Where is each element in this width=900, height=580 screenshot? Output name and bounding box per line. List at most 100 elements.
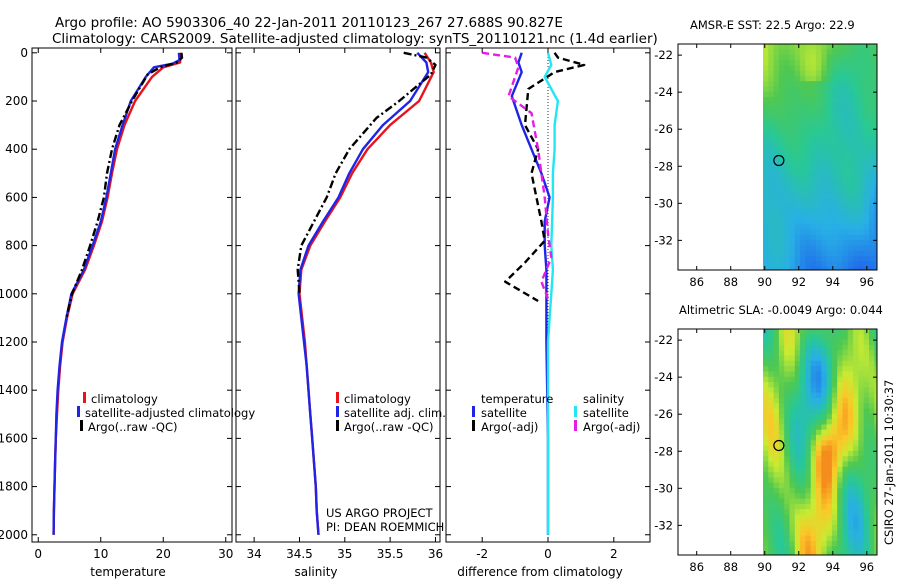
map-cell — [847, 546, 854, 552]
map-cell — [858, 160, 865, 167]
map-cell — [831, 44, 838, 50]
map-cell — [863, 461, 870, 468]
map-cell — [810, 181, 817, 188]
map-cell — [847, 408, 854, 415]
map-cell — [853, 334, 859, 340]
map-cell — [869, 150, 875, 156]
map-cell — [816, 498, 822, 505]
map-cell — [773, 525, 780, 531]
map-cell — [831, 503, 838, 510]
map-cell — [874, 54, 878, 61]
map-cell — [863, 498, 870, 505]
map-cell — [826, 450, 833, 457]
map-cell — [863, 472, 870, 478]
map-cell — [810, 112, 817, 119]
map-cell — [794, 160, 801, 167]
map-cell — [847, 541, 854, 547]
map-cell — [821, 49, 827, 55]
map-cell — [805, 192, 812, 199]
map-cell — [794, 525, 801, 531]
map-cell — [842, 150, 849, 156]
x-tick-label: 35 — [337, 547, 352, 561]
map-cell — [842, 339, 849, 346]
map-cell — [847, 360, 854, 367]
map-cell — [831, 387, 838, 393]
map-cell — [805, 155, 812, 161]
map-cell — [826, 75, 833, 82]
map-cell — [789, 234, 796, 241]
map-cell — [826, 456, 833, 462]
map-cell — [831, 144, 838, 151]
map-cell — [794, 171, 801, 177]
map-cell — [778, 371, 785, 378]
map-cell — [763, 535, 769, 542]
map-cell — [810, 187, 817, 193]
map-cell — [784, 376, 790, 383]
map-cell — [869, 344, 875, 351]
map-cell — [831, 419, 838, 425]
map-cell — [768, 498, 774, 505]
map-cell — [831, 224, 838, 230]
map-cell — [874, 360, 878, 367]
map-cell — [773, 123, 780, 130]
map-cell — [837, 192, 843, 199]
map-cell — [784, 525, 790, 531]
map-cell — [826, 54, 833, 61]
map-cell — [773, 344, 780, 351]
map-cell — [789, 107, 796, 114]
map-cell — [800, 155, 806, 161]
map-cell — [842, 366, 849, 372]
map-cell — [805, 498, 812, 505]
map-cell — [773, 329, 780, 335]
map-cell — [847, 334, 854, 340]
map-cell — [874, 461, 878, 468]
map-cell — [869, 456, 875, 462]
map-cell — [869, 509, 875, 515]
map-cell — [869, 355, 875, 362]
map-cell — [869, 102, 875, 108]
map-cell — [778, 546, 785, 552]
map-cell — [863, 150, 870, 156]
map-cell — [800, 139, 806, 146]
map-cell — [800, 181, 806, 188]
map-cell — [784, 229, 790, 236]
map-cell — [778, 456, 785, 462]
map-cell — [794, 541, 801, 547]
map-cell — [763, 329, 769, 335]
map-cell — [789, 392, 796, 399]
map-cell — [784, 97, 790, 103]
map-cell — [874, 197, 878, 204]
map-cell — [805, 160, 812, 167]
map-cell — [842, 509, 849, 515]
map-cell — [805, 118, 812, 124]
map-cell — [858, 413, 865, 420]
map-cell — [869, 403, 875, 409]
map-cell — [858, 429, 865, 436]
map-cell — [821, 419, 827, 425]
map-cell — [778, 49, 785, 55]
map-cell — [805, 530, 812, 537]
map-cell — [863, 123, 870, 130]
map-cell — [810, 139, 817, 146]
map-cell — [821, 535, 827, 542]
map-cell — [863, 387, 870, 393]
map-cell — [863, 250, 870, 257]
map-cell — [842, 59, 849, 66]
map-cell — [805, 123, 812, 130]
map-cell — [853, 355, 859, 362]
map-cell — [869, 118, 875, 124]
map-cell — [869, 181, 875, 188]
map-cell — [768, 155, 774, 161]
map-cell — [778, 350, 785, 356]
map-cell — [847, 530, 854, 537]
map-cell — [831, 456, 838, 462]
map-cell — [816, 541, 822, 547]
map-cell — [763, 102, 769, 108]
map-cell — [869, 176, 875, 183]
map-cell — [831, 176, 838, 183]
map-cell — [800, 128, 806, 135]
map-cell — [789, 371, 796, 378]
map-cell — [858, 49, 865, 55]
map-cell — [805, 187, 812, 193]
map-cell — [847, 514, 854, 521]
